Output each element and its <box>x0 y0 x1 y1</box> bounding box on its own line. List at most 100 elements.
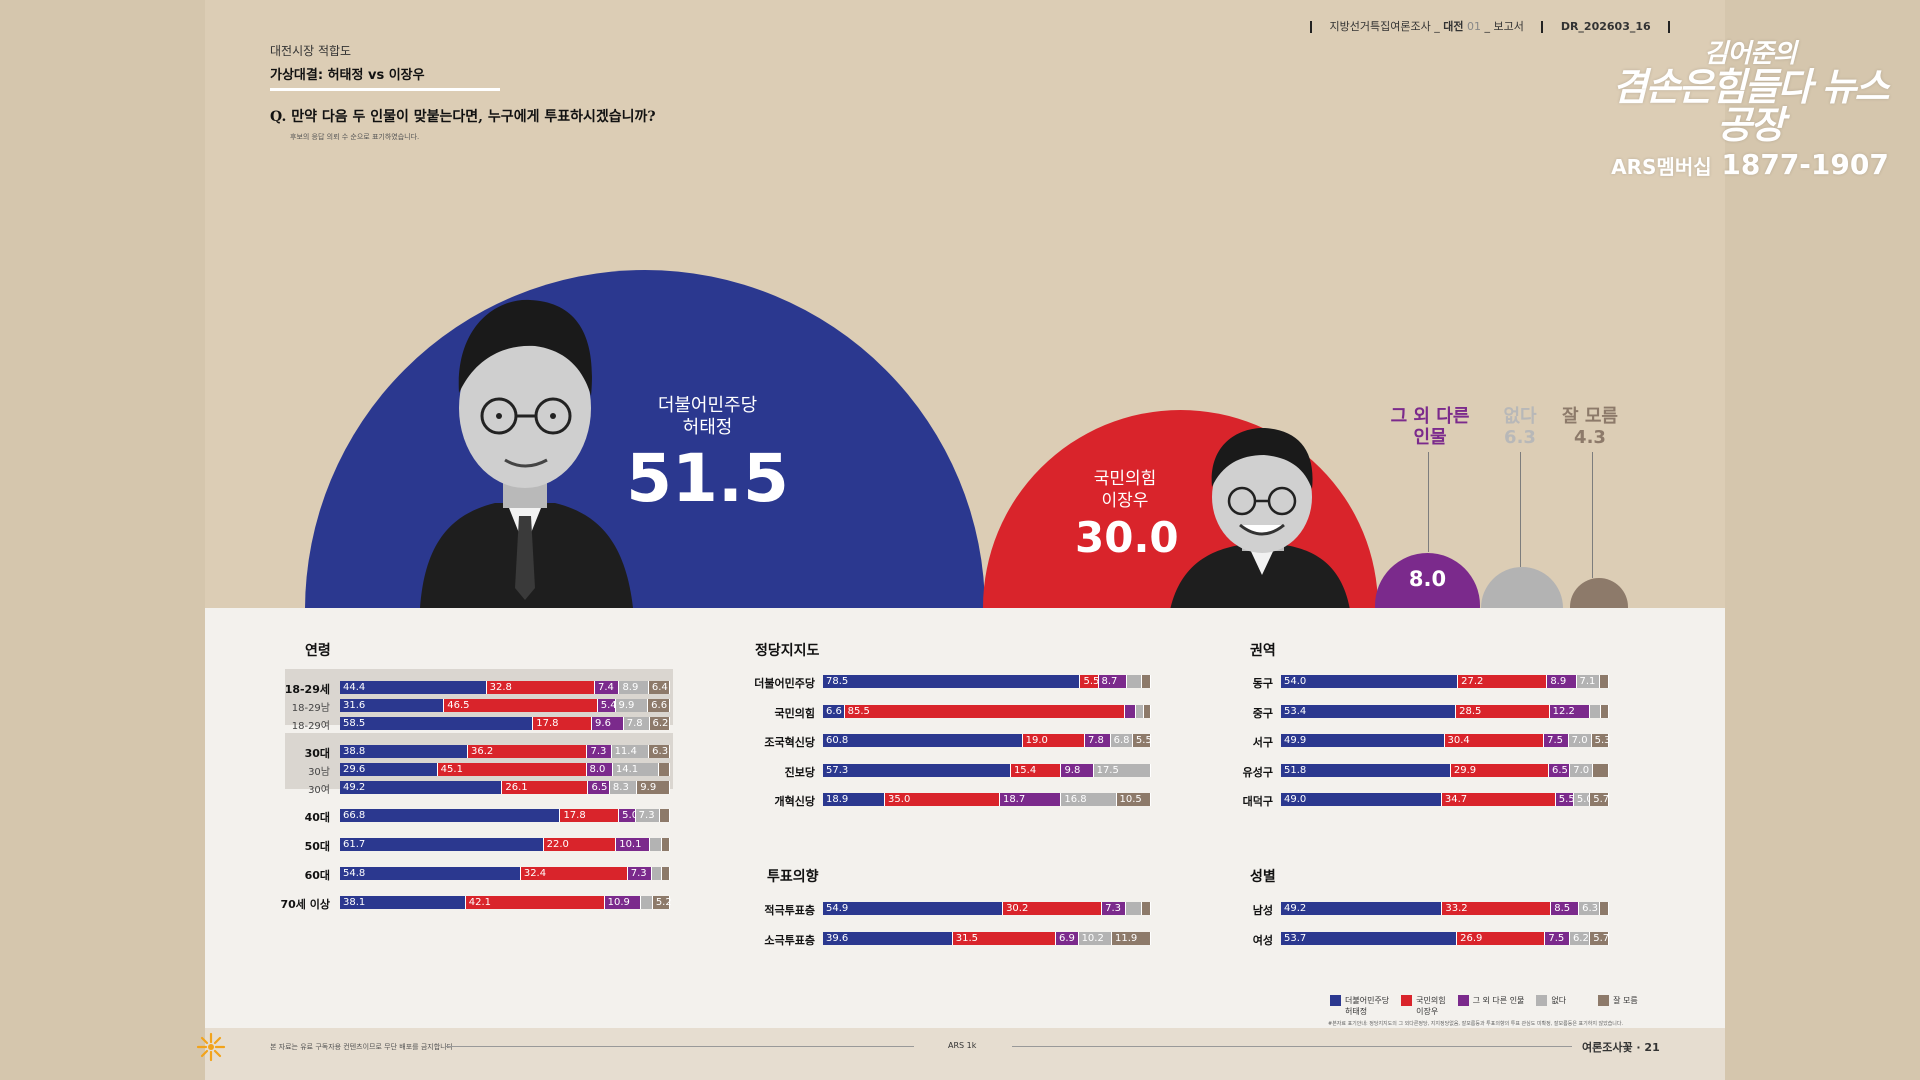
row-label: 70세 이상 <box>280 898 331 911</box>
segment-value-label: 18.7 <box>1002 794 1026 805</box>
bar-segment: 7.3 <box>627 867 652 880</box>
segment-value-label: 38.1 <box>343 897 366 908</box>
bar-segment: 10.9 <box>604 896 641 909</box>
segment-value-label: 8.0 <box>589 764 606 775</box>
logo-line3: ARS멤버십 1877-1907 <box>1610 148 1890 181</box>
segment-value-label: 7.0 <box>1573 765 1590 776</box>
bar-segment: 58.5 <box>340 717 534 730</box>
lee-value: 30.0 <box>1075 513 1179 562</box>
stacked-bar: 49.0 34.7 5.5 5.0 5.7 <box>1281 793 1609 806</box>
legend-heo-l1: 더불어민주당 <box>1345 996 1390 1005</box>
bar-segment <box>1135 705 1145 718</box>
segment-value-label: 39.6 <box>826 933 849 944</box>
bar-segment: 6.6 <box>648 699 670 712</box>
bar-segment: 10.1 <box>616 838 650 851</box>
segment-value-label: 44.4 <box>343 682 366 693</box>
bar-segment: 78.5 <box>823 675 1081 688</box>
bar-segment: 49.9 <box>1281 734 1445 747</box>
bar-segment: 28.5 <box>1456 705 1550 718</box>
other-label-l2: 인물 <box>1413 427 1447 448</box>
bar-segment: 11.9 <box>1111 932 1151 945</box>
row-label: 유성구 <box>1242 766 1273 779</box>
bar-segment <box>649 838 663 851</box>
heo-party: 더불어민주당 <box>657 395 758 416</box>
segment-value-label: 17.8 <box>536 718 559 729</box>
row-label: 적극투표층 <box>764 904 815 917</box>
stacked-bar: 6.6 85.5 <box>823 705 1151 718</box>
bar-segment <box>659 809 670 822</box>
legend: 더불어민주당 허태정 국민의힘 이장우 그 외 다른 인물 없다 잘 모름 <box>1330 995 1650 1017</box>
stacked-bar: 60.8 19.0 7.8 6.8 5.5 <box>823 734 1152 747</box>
segment-value-label: 45.1 <box>440 764 463 775</box>
segment-value-label: 29.6 <box>343 764 366 775</box>
bar-segment: 12.2 <box>1549 705 1590 718</box>
legend-note: #본자료 표기안내: 정당지지도의 그 외다른정당, 지지정당없음, 잘모름등과… <box>1328 1021 1624 1027</box>
bar-segment: 6.9 <box>1055 932 1079 945</box>
segment-value-label: 6.2 <box>652 718 669 729</box>
stacked-bar: 53.4 28.5 12.2 <box>1281 705 1609 718</box>
header-series: 지방선거특집여론조사 <box>1329 20 1431 33</box>
lee-party: 국민의힘 <box>1093 469 1157 489</box>
segment-value-label: 5.0 <box>1576 794 1593 805</box>
segment-value-label: 9.9 <box>640 782 657 793</box>
segment-value-label: 10.2 <box>1081 933 1104 944</box>
unsure-leader-line <box>1592 452 1593 578</box>
bar-segment: 57.3 <box>823 764 1011 777</box>
row-label: 50대 <box>304 840 330 853</box>
logo-line3-prefix: ARS멤버십 <box>1611 155 1712 179</box>
bar-segment: 17.8 <box>560 809 620 822</box>
stacked-bar: 61.7 22.0 10.1 <box>340 838 670 851</box>
segment-value-label: 7.3 <box>590 746 607 757</box>
bar-segment: 8.7 <box>1098 675 1128 688</box>
segment-value-label: 29.9 <box>1453 765 1477 776</box>
legend-item-heo: 더불어민주당 허태정 <box>1330 995 1389 1017</box>
footer-rule-right <box>1012 1046 1572 1047</box>
row-label: 18-29세 <box>284 683 330 696</box>
segment-value-label: 22.0 <box>546 839 569 850</box>
bar-segment: 6.3 <box>649 745 670 758</box>
bar-segment <box>659 763 670 776</box>
heo-label: 더불어민주당 허태정 <box>620 395 795 439</box>
bar-segment <box>1589 705 1602 718</box>
segment-value-label: 6.6 <box>651 700 668 711</box>
row-label: 30대 <box>304 747 330 760</box>
legend-swatch-unsure <box>1598 995 1610 1006</box>
legend-item-lee: 국민의힘 이장우 <box>1401 995 1446 1017</box>
bar-segment: 5.0 <box>619 809 638 822</box>
bar-segment: 7.0 <box>1568 734 1592 747</box>
bar-segment <box>1599 675 1609 688</box>
legend-label-unsure: 잘 모름 <box>1613 996 1638 1005</box>
row-label: 30남 <box>308 767 330 778</box>
bar-segment: 5.5 <box>1080 675 1099 688</box>
segment-value-label: 7.3 <box>638 810 655 821</box>
other-label-l1: 그 외 다른 <box>1390 406 1470 427</box>
heo-portrait <box>420 299 633 608</box>
bar-segment: 6.4 <box>648 681 670 694</box>
bar-segment: 29.9 <box>1450 764 1549 777</box>
header-divider <box>1541 21 1544 33</box>
segment-value-label: 31.6 <box>343 700 366 711</box>
segment-value-label: 58.5 <box>343 718 366 729</box>
bar-segment: 10.5 <box>1116 793 1151 806</box>
bar-segment: 51.8 <box>1281 764 1451 777</box>
segment-value-label: 7.8 <box>626 718 643 729</box>
bar-segment <box>1599 902 1609 915</box>
segment-value-label: 32.8 <box>489 682 512 693</box>
bar-segment: 7.3 <box>587 745 612 758</box>
segment-value-label: 7.8 <box>1087 735 1104 746</box>
bar-segment: 53.4 <box>1281 705 1457 718</box>
segment-value-label: 34.7 <box>1444 794 1468 805</box>
heo-name: 허태정 <box>682 417 733 438</box>
legend-swatch-heo <box>1330 995 1341 1006</box>
bar-segment: 30.4 <box>1444 734 1545 747</box>
legend-item-none: 없다 <box>1536 995 1566 1006</box>
header-divider <box>1668 21 1671 33</box>
bar-segment: 31.5 <box>952 932 1056 945</box>
row-label: 남성 <box>1252 904 1273 917</box>
other-leader-line <box>1428 452 1429 552</box>
bar-segment <box>662 867 670 880</box>
stacked-bar: 54.0 27.2 8.9 7.1 <box>1281 675 1609 688</box>
segment-value-label: 6.4 <box>651 682 668 693</box>
lee-portrait <box>1170 427 1350 608</box>
legend-lee-l1: 국민의힘 <box>1416 996 1446 1005</box>
